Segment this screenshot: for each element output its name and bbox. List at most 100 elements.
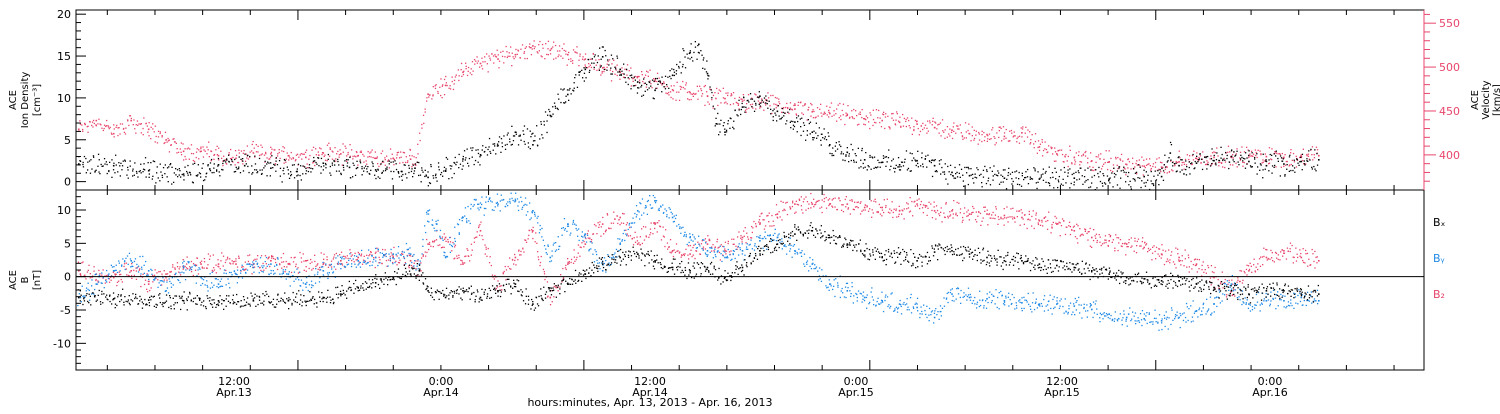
bottom-dot xyxy=(407,248,410,250)
top-dot xyxy=(831,154,833,157)
top-dot xyxy=(591,62,593,64)
bottom-dot xyxy=(1136,245,1138,247)
bottom-dot xyxy=(320,252,322,254)
top-dot xyxy=(661,83,664,85)
bottom-dot xyxy=(1188,256,1190,259)
top-dot xyxy=(129,165,131,167)
top-dot xyxy=(792,124,795,126)
top-dot xyxy=(523,140,525,143)
top-dot xyxy=(474,63,476,65)
top-dot xyxy=(403,152,406,154)
bottom-dot xyxy=(206,280,208,282)
bottom-dot xyxy=(1029,219,1031,221)
bottom-dot xyxy=(1046,228,1049,230)
top-dot xyxy=(328,142,330,144)
bottom-dot xyxy=(776,213,778,215)
bottom-dot xyxy=(475,199,477,201)
top-dot xyxy=(1301,169,1303,171)
bottom-dot xyxy=(365,263,367,265)
bottom-dot xyxy=(1172,261,1175,263)
bottom-dot xyxy=(849,213,851,215)
bottom-dot xyxy=(403,257,406,260)
top-dot xyxy=(787,111,789,113)
top-dot xyxy=(921,157,923,159)
top-point xyxy=(182,150,185,153)
bottom-dot xyxy=(190,268,193,271)
bottom-dot xyxy=(895,208,897,210)
top-dot xyxy=(709,88,711,90)
top-dot xyxy=(1185,168,1187,171)
bottom-point xyxy=(933,210,936,212)
top-dot xyxy=(1204,156,1206,158)
bottom-dot xyxy=(1302,261,1305,264)
bottom-dot xyxy=(296,268,298,270)
bottom-dot xyxy=(1181,255,1183,257)
top-dot xyxy=(1252,153,1255,155)
top-dot xyxy=(748,107,750,109)
top-dot xyxy=(827,132,829,134)
bottom-dot xyxy=(1195,264,1197,266)
top-dot xyxy=(1158,184,1160,186)
top-dot xyxy=(958,164,961,166)
bottom-point xyxy=(1160,253,1163,255)
top-dot xyxy=(1154,166,1157,168)
bottom-dot xyxy=(626,222,628,224)
bottom-dot xyxy=(323,258,325,260)
bottom-dot xyxy=(1292,262,1294,264)
top-dot xyxy=(826,114,828,116)
top-point xyxy=(409,158,412,160)
top-dot xyxy=(656,80,658,83)
top-dot xyxy=(97,123,99,125)
top-dot xyxy=(533,40,535,42)
top-point xyxy=(654,80,656,82)
bottom-dot xyxy=(242,266,244,268)
bottom-dot xyxy=(249,254,251,256)
top-dot xyxy=(840,151,843,153)
top-dot xyxy=(638,79,641,81)
top-dot xyxy=(1153,175,1155,177)
bottom-dot xyxy=(1014,217,1016,219)
top-dot xyxy=(1115,174,1117,176)
bottom-dot xyxy=(449,251,451,253)
bottom-dot xyxy=(1136,240,1138,243)
top-dot xyxy=(507,132,509,134)
bottom-dot xyxy=(293,280,295,282)
top-dot xyxy=(498,141,500,143)
top-dot xyxy=(922,163,924,165)
bottom-dot xyxy=(1074,236,1077,238)
top-dot xyxy=(911,117,913,119)
bottom-dot xyxy=(263,265,265,267)
top-dot xyxy=(717,104,719,107)
bottom-dot xyxy=(935,205,938,207)
top-dot xyxy=(1284,175,1286,177)
bottom-point xyxy=(1003,300,1006,302)
bottom-dot xyxy=(543,273,546,275)
top-dot xyxy=(1108,180,1110,182)
bottom-dot xyxy=(933,206,935,208)
top-dot xyxy=(1198,159,1200,162)
top-dot xyxy=(122,160,124,162)
top-dot xyxy=(523,133,525,135)
top-dot xyxy=(372,165,374,167)
top-dot xyxy=(288,159,290,161)
top-dot xyxy=(732,103,735,105)
bottom-dot xyxy=(1007,216,1009,218)
top-dot xyxy=(799,118,801,120)
bottom-dot xyxy=(789,207,792,209)
top-dot xyxy=(166,176,168,178)
top-dot xyxy=(1279,155,1282,157)
bottom-dot xyxy=(357,251,359,254)
top-dot xyxy=(247,165,249,168)
top-dot xyxy=(701,93,704,95)
top-dot xyxy=(714,108,716,110)
bottom-dot xyxy=(137,271,140,273)
top-dot xyxy=(530,46,532,49)
top-dot xyxy=(564,102,566,104)
top-dot xyxy=(413,156,415,158)
top-dot xyxy=(1232,164,1234,166)
bottom-dot xyxy=(162,277,164,279)
bottom-point xyxy=(601,223,604,225)
top-dot xyxy=(908,119,910,122)
top-point xyxy=(217,154,220,157)
top-dot xyxy=(98,118,100,120)
